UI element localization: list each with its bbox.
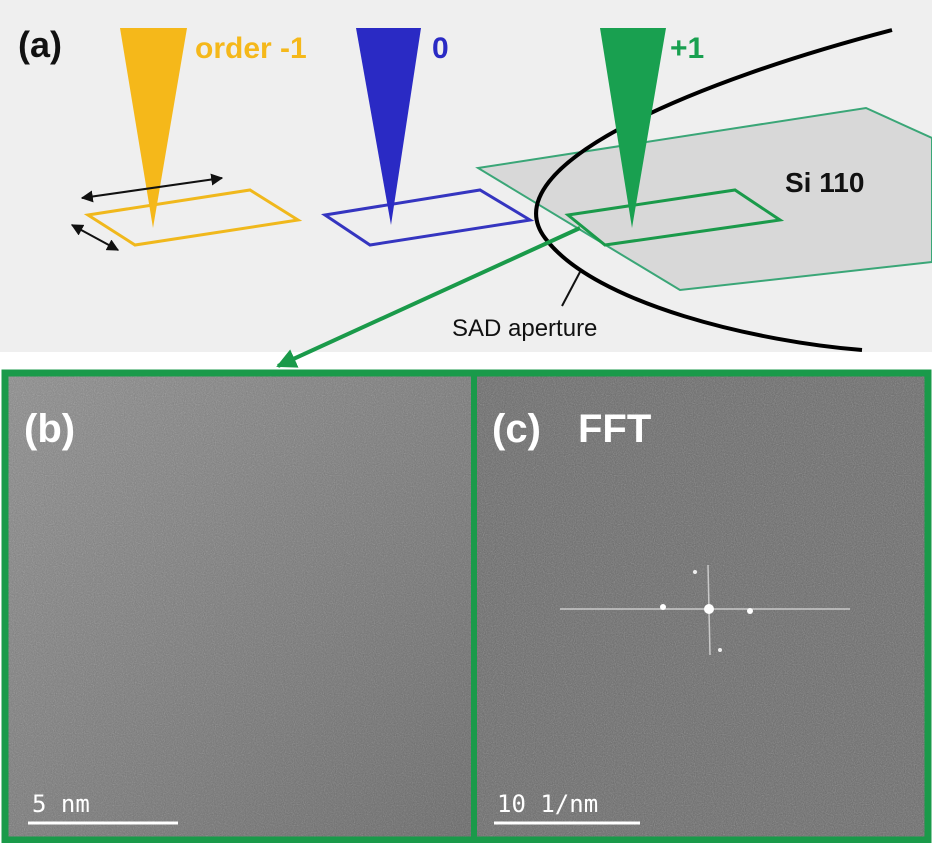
fft-spot	[693, 570, 697, 574]
panel-title: FFT	[578, 407, 651, 451]
scale-bar-label: 10 1/nm	[497, 790, 598, 818]
sample-label: Si 110	[785, 167, 864, 198]
fft-spot	[747, 608, 753, 614]
hrtem-shading	[8, 376, 472, 839]
fft-noise	[476, 376, 928, 839]
figure: (a) order -1 0 +1 Si 110 SAD aperture (b…	[0, 0, 932, 843]
fft-spot	[718, 648, 722, 652]
beam-label: +1	[670, 32, 704, 65]
panel-label: (c)	[492, 407, 541, 451]
page: (a) order -1 0 +1 Si 110 SAD aperture (b…	[0, 0, 932, 843]
scale-bar-label: 5 nm	[32, 790, 90, 818]
panel-label: (a)	[18, 24, 62, 65]
panel-label: (b)	[24, 407, 75, 451]
beam-label: 0	[432, 32, 449, 65]
fft-spot	[704, 604, 714, 614]
beam-label: order -1	[195, 32, 307, 65]
fft-spot	[660, 604, 666, 610]
aperture-label: SAD aperture	[452, 315, 597, 342]
